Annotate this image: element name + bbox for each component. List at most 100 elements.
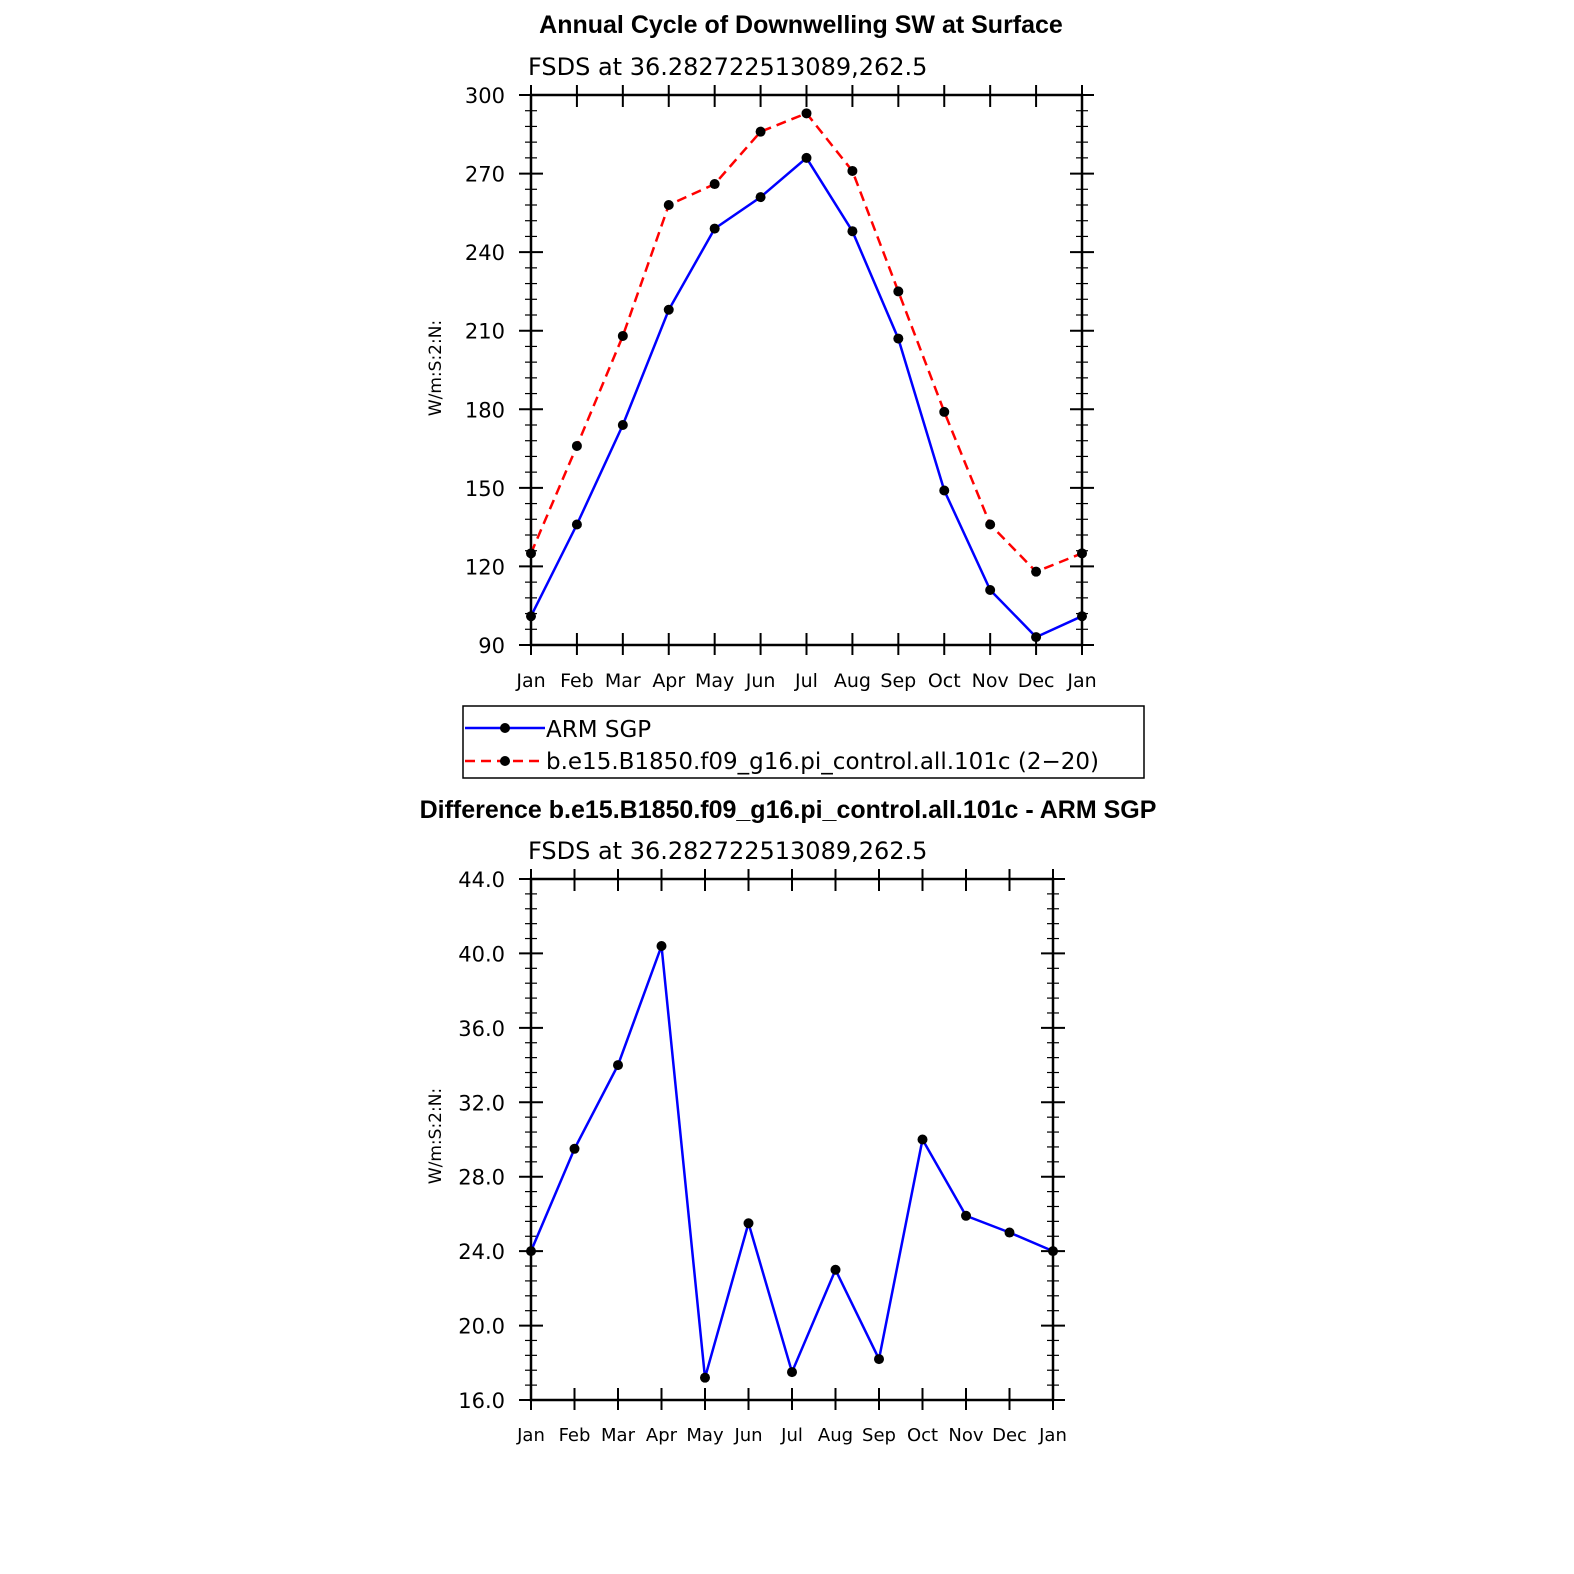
y-tick-label: 150 [465,477,505,501]
x-tick-label: Nov [972,670,1009,692]
y-tick-label: 16.0 [458,1389,505,1413]
chart-title: Annual Cycle of Downwelling SW at Surfac… [539,11,1063,39]
series-point-1 [847,165,858,176]
series-point-0 [1004,1227,1015,1238]
y-axis-label: W/m:S:2:N: [426,1088,446,1184]
y-tick-label: 120 [465,555,505,579]
y-tick-label: 300 [465,84,505,108]
series-point-0 [1031,632,1042,643]
series-point-0 [526,611,536,622]
chart-subtitle: FSDS at 36.282722513089,262.5 [528,837,927,865]
y-tick-label: 24.0 [458,1240,505,1264]
series-point-0 [663,304,674,315]
y-tick-label: 90 [478,634,505,658]
series-point-0 [847,226,858,237]
legend-label-arm-sgp: ARM SGP [546,717,651,743]
series-point-1 [663,200,674,210]
x-tick-label: Oct [907,1425,938,1446]
series-point-0 [617,420,628,430]
series-point-1 [985,519,996,530]
x-tick-label: Jan [515,670,545,692]
series-point-1 [709,179,720,190]
series-point-0 [613,1060,623,1071]
series-point-0 [985,585,996,595]
series-line-1 [529,111,1083,574]
x-tick-label: Jul [780,1425,803,1446]
x-tick-label: Apr [646,1425,678,1446]
series-point-0 [917,1134,928,1145]
y-tick-label: 210 [465,320,505,344]
y-tick-label: 36.0 [458,1017,505,1041]
y-tick-label: 240 [465,241,505,265]
y-tick-label: 28.0 [458,1166,505,1190]
series-point-1 [526,548,536,559]
x-tick-label: Jul [794,670,818,692]
series-point-0 [700,1372,710,1383]
series-point-1 [1077,548,1087,559]
series-point-0 [743,1218,754,1229]
y-tick-label: 270 [465,163,505,187]
legend-entry-model: b.e15.B1850.f09_g16.pi_control.all.101c … [465,749,1099,775]
series-point-0 [569,1143,580,1154]
chart-subtitle: FSDS at 36.282722513089,262.5 [528,53,927,81]
x-tick-label: Aug [834,670,871,692]
series-point-0 [656,940,667,951]
series-point-1 [571,440,582,451]
series-point-1 [617,330,628,341]
series-point-1 [801,108,812,119]
x-tick-label: Apr [652,670,685,692]
y-tick-label: 180 [465,398,505,422]
series-point-0 [571,519,582,530]
series-point-1 [755,126,766,137]
x-tick-label: Aug [818,1425,853,1446]
series-point-0 [961,1210,971,1221]
series-point-0 [830,1264,841,1275]
y-tick-label: 32.0 [458,1091,505,1115]
x-tick-label: Sep [862,1425,896,1446]
x-tick-label: Jun [733,1425,762,1446]
y-tick-label: 20.0 [458,1315,505,1339]
series-point-1 [1031,566,1042,577]
x-tick-label: Feb [559,1425,591,1446]
y-axis-label: W/m:S:2:N: [426,320,446,416]
chart-title: Difference b.e15.B1850.f09_g16.pi_contro… [420,796,1157,824]
legend-label-model: b.e15.B1850.f09_g16.pi_control.all.101c … [546,749,1099,775]
series-line-0 [529,156,1083,639]
legend: ARM SGP b.e15.B1850.f09_g16.pi_control.a… [462,705,1145,779]
x-tick-label: Nov [948,1425,983,1446]
legend-marker-model [500,756,510,766]
x-tick-label: Dec [1018,670,1055,692]
annual-cycle-chart: Annual Cycle of Downwelling SW at Surfac… [426,11,1145,779]
series-point-0 [801,152,812,163]
x-tick-label: Jan [516,1425,545,1446]
difference-chart: Difference b.e15.B1850.f09_g16.pi_contro… [420,796,1157,1446]
x-tick-label: Oct [928,670,961,692]
legend-marker-arm-sgp [500,723,510,733]
x-tick-label: Jan [1038,1425,1067,1446]
series-point-0 [1048,1246,1058,1257]
x-tick-label: Jan [1066,670,1096,692]
series-point-1 [939,406,950,417]
series-point-0 [787,1367,797,1378]
x-tick-label: May [695,670,734,692]
x-tick-label: Mar [605,670,641,692]
series-point-0 [755,192,766,203]
legend-entry-arm-sgp: ARM SGP [465,717,651,743]
x-tick-label: Sep [880,670,916,692]
series-point-1 [893,286,904,297]
x-tick-label: Jun [745,670,776,692]
plot-area: Jan Feb Mar Apr May Jun Jul Aug Sep Oct Nov Dec Jan 1… [458,868,1067,1446]
legend-box [462,705,1145,779]
y-tick-label: 44.0 [458,868,505,892]
series-point-0 [874,1354,884,1365]
series-point-0 [709,223,720,234]
plot-area: Jan Feb Mar Apr May Jun Jul Aug Sep Oct Nov Dec Jan 9… [465,84,1097,692]
x-tick-label: Mar [601,1425,636,1446]
series-point-0 [526,1246,536,1257]
series-line-0 [529,945,1054,1379]
y-tick-label: 40.0 [458,942,505,966]
series-point-0 [939,485,950,496]
plot-frame [529,877,1055,1402]
x-tick-label: Dec [992,1425,1027,1446]
